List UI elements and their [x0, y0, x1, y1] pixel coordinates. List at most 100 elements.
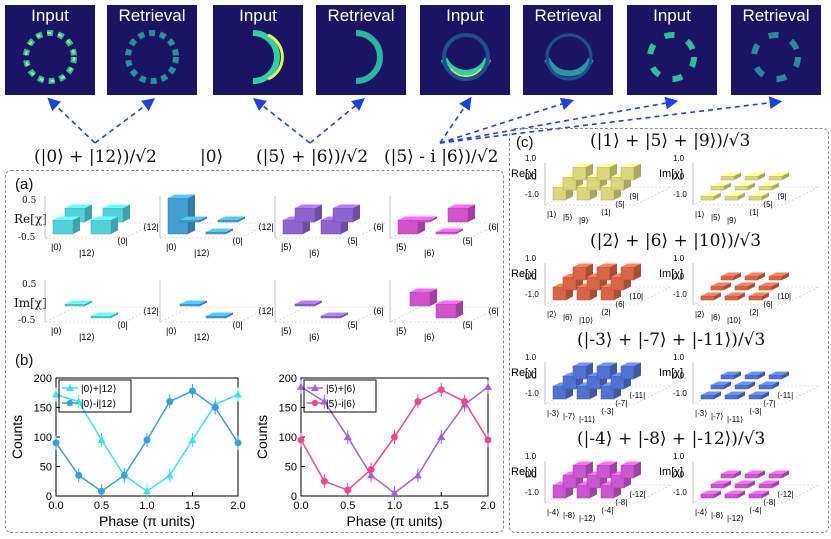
- basis-label: |5⟩: [396, 242, 407, 252]
- bar-side: [734, 172, 741, 180]
- bar-side: [634, 461, 641, 478]
- bar-side: [353, 204, 360, 222]
- bar-side: [758, 470, 765, 478]
- basis-label: ⟨10|: [777, 292, 791, 301]
- x-tick-label: 0.0: [48, 500, 63, 512]
- bar-side: [315, 300, 322, 306]
- basis-label: |5⟩: [711, 213, 721, 222]
- bar-top: [168, 194, 195, 198]
- data-point: [120, 471, 128, 479]
- bar-side: [758, 272, 765, 280]
- basis-label: |6⟩: [309, 332, 320, 342]
- bar-side: [226, 312, 233, 318]
- y-tick-label: 0: [291, 491, 297, 503]
- bar-side: [738, 192, 745, 200]
- phase-chart-1: 0.0 0.5 1.0 1.5 2.0 0 50 100 150 200 Phase (π unit…: [9, 373, 246, 529]
- bar-side: [724, 381, 731, 389]
- basis-label: |12⟩: [79, 332, 95, 342]
- bar-side: [748, 381, 755, 389]
- bar-top: [749, 490, 769, 494]
- basis-label: ⟨5|: [347, 320, 358, 330]
- basis-label: |-7⟩: [563, 412, 575, 421]
- bar-front: [710, 483, 725, 489]
- bar-front: [720, 275, 735, 281]
- legend-entry: |5⟩-i|6⟩: [326, 399, 356, 410]
- basis-label: |6⟩: [424, 332, 435, 342]
- data-point: [211, 404, 219, 411]
- basis-label: |12⟩: [79, 248, 95, 258]
- bar-front: [572, 365, 587, 380]
- bar-front: [734, 483, 749, 489]
- y-axis-label: Counts: [9, 415, 25, 459]
- tick-label: 1.0: [525, 154, 537, 163]
- tick-bottom-im: -0.5: [18, 316, 36, 326]
- data-point: [297, 436, 305, 444]
- y-tick-label: 50: [40, 462, 52, 474]
- bar-side: [111, 216, 118, 234]
- bar-top: [621, 362, 641, 366]
- tick-label: 0.0: [673, 371, 685, 380]
- bar-top: [218, 216, 245, 220]
- re-chi-label: Re[χ]: [511, 168, 537, 180]
- bar-top: [701, 192, 721, 196]
- bar-top: [573, 263, 593, 267]
- bar-side: [738, 292, 745, 300]
- bar-side: [456, 228, 463, 234]
- tick-label: 0.0: [673, 172, 685, 181]
- basis-label: |12⟩: [194, 248, 210, 258]
- bar-top: [711, 182, 731, 186]
- basis-label: |10⟩: [727, 316, 741, 325]
- tick-bottom: -0.5: [18, 233, 36, 243]
- bar-top: [711, 480, 731, 484]
- bar-top: [621, 461, 641, 465]
- bar-side: [634, 362, 641, 379]
- bar-top: [180, 300, 207, 304]
- y-tick-label: 200: [279, 373, 297, 385]
- bar-side: [714, 391, 721, 399]
- bar-top: [721, 371, 741, 375]
- bar-front: [596, 365, 611, 380]
- basis-label: ⟨5|: [462, 236, 473, 246]
- thumb-label: Input: [31, 6, 69, 25]
- bar-front: [700, 394, 715, 400]
- data-point: [367, 465, 375, 473]
- bar-side: [430, 216, 437, 222]
- re-chi-label: Re[χ]: [511, 367, 537, 379]
- bar-top: [295, 204, 322, 208]
- bar-front: [720, 175, 735, 181]
- basis-label: ⟨-12|: [629, 490, 646, 499]
- bar-top: [721, 470, 741, 474]
- thumb-6: Retrieval: [523, 5, 613, 95]
- thumb-label: Input: [239, 6, 277, 25]
- thumb-2: Retrieval: [107, 5, 197, 95]
- bar-front: [758, 285, 773, 291]
- basis-label: |6⟩: [711, 313, 721, 322]
- basis-label: ⟨1|: [601, 208, 611, 217]
- re-chi-label: Re[χ]: [14, 212, 47, 226]
- bar-top: [701, 490, 721, 494]
- basis-label: ⟨6|: [488, 222, 499, 232]
- bar-front: [758, 384, 773, 390]
- tick-label: 1.0: [525, 254, 537, 263]
- basis-label: |-7⟩: [711, 412, 723, 421]
- bar-side: [714, 192, 721, 200]
- bar-front: [748, 493, 763, 499]
- bar-side: [782, 172, 789, 180]
- bar-top: [749, 292, 769, 296]
- basis-label: ⟨-4|: [749, 506, 761, 515]
- legend-marker: [311, 384, 319, 391]
- thumb-label: Retrieval: [327, 6, 395, 25]
- x-tick-label: 1.5: [185, 500, 200, 512]
- basis-label: ⟨-7|: [615, 399, 627, 408]
- bar-top: [410, 288, 437, 292]
- bar-top: [749, 391, 769, 395]
- tick-label: -1.0: [673, 190, 687, 199]
- y-tick-label: 150: [279, 403, 297, 415]
- bar-top: [573, 163, 593, 167]
- tick-label: -1.0: [525, 290, 539, 299]
- basis-label: ⟨10|: [629, 292, 643, 301]
- tick-label: 1.0: [673, 353, 685, 362]
- basis-label: |5⟩: [281, 242, 292, 252]
- bar-side: [111, 312, 118, 318]
